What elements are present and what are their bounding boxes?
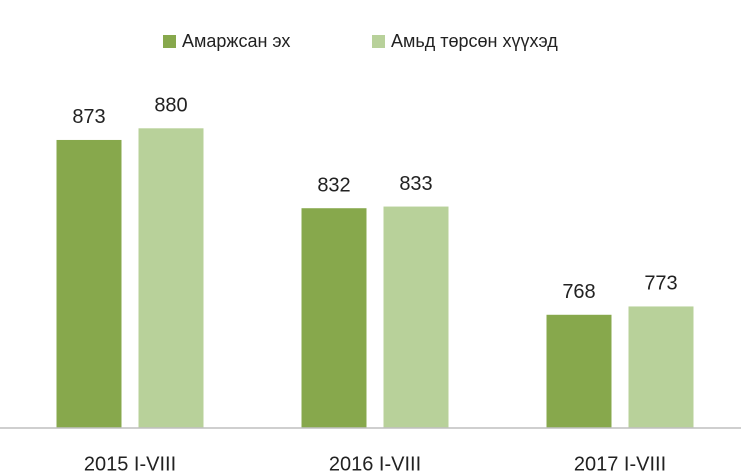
value-label: 768 <box>562 281 595 303</box>
bar <box>56 139 122 428</box>
value-label: 773 <box>644 273 677 295</box>
legend-label: Амьд төрсөн хүүхэд <box>391 31 558 51</box>
value-label: 832 <box>317 175 350 197</box>
value-label: 833 <box>399 173 432 195</box>
x-tick-label: 2017 I-VIII <box>574 453 666 475</box>
bar <box>546 314 612 428</box>
bar <box>138 128 204 429</box>
x-tick-label: 2015 I-VIII <box>84 453 176 475</box>
value-label: 873 <box>72 106 105 128</box>
bar <box>628 306 694 428</box>
legend-swatch <box>163 35 176 48</box>
bar <box>301 208 367 428</box>
legend-label: Амаржсан эх <box>182 31 290 51</box>
value-label: 880 <box>154 95 187 117</box>
legend-swatch <box>372 35 385 48</box>
bar <box>383 206 449 428</box>
x-tick-label: 2016 I-VIII <box>329 453 421 475</box>
